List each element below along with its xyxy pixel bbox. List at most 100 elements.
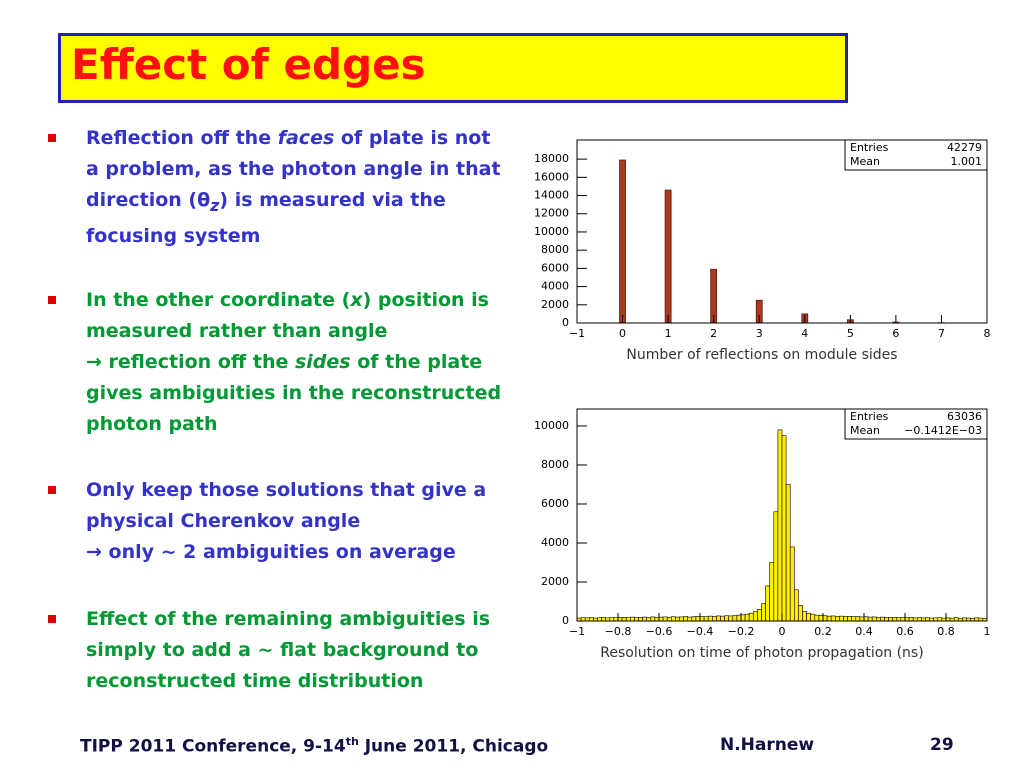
text: ) is measured via the focusing system [86,189,446,247]
text: of the plate gives ambiguities in the re… [86,351,502,435]
y-tick-label: 10000 [534,225,569,238]
x-axis-title: Resolution on time of photon propagation… [600,645,923,661]
y-tick-label: 10000 [534,419,569,432]
histogram-bin [732,615,738,622]
stats-box [844,139,988,171]
histogram-bin [601,616,606,622]
text: z [210,195,220,215]
histogram-bin [888,617,893,622]
y-tick-label: 2000 [541,575,569,588]
x-tick-label: 6 [892,327,899,340]
histogram-bin [691,616,697,622]
histogram-bin [634,617,639,622]
x-tick-label: 0.8 [937,625,955,638]
x-tick-label: 1 [984,625,991,638]
histogram-bin [785,484,791,622]
x-tick-label: −0.4 [687,625,714,638]
histogram-bin [687,616,693,622]
histogram-bin [670,616,676,622]
x-tick-label: 5 [847,327,854,340]
x-tick-label: 0.4 [855,625,873,638]
histogram-bin [744,613,750,622]
histogram-bin [748,612,754,622]
stats-value: 1.001 [951,155,983,168]
stats-label: Entries [850,141,889,154]
histogram-bin [724,615,729,622]
x-tick-label: 4 [801,327,808,340]
histogram-bin [757,608,762,622]
text: sides [294,351,351,373]
histogram-bin [880,616,885,622]
bar [664,189,672,324]
text: th [345,735,359,748]
histogram-bin [863,616,869,622]
histogram-bin [867,616,873,622]
bar [619,159,626,324]
stats-label: Entries [850,410,889,423]
stats-value: 42279 [947,141,982,154]
histogram-bin [814,614,820,622]
histogram-bin [789,546,795,622]
stats-value: −0.1412E−03 [904,424,982,437]
footer-author: N.Harnew [720,735,815,755]
stats-label: Mean [850,424,880,437]
text: → reflection off the [86,351,295,373]
y-tick-label: 18000 [534,152,569,165]
histogram-bin [761,603,766,622]
histogram-bin [716,615,721,622]
histogram-bin [703,616,709,622]
x-tick-label: 0.6 [896,625,914,638]
y-tick-label: 16000 [534,170,569,183]
y-tick-label: 4000 [541,536,569,549]
histogram-bin [695,616,701,622]
histogram-bin [646,617,652,622]
y-tick-label: 12000 [534,207,569,220]
x-axis-title: Number of reflections on module sides [626,347,897,363]
histogram-bin [662,616,668,622]
histogram-bin [818,615,824,622]
histogram-bin [617,617,623,622]
text: TIPP 2011 Conference, 9-14 [80,736,346,757]
histogram-bin [720,615,725,622]
histogram-bin [908,617,914,622]
histogram-bin [843,616,848,622]
x-tick-label: −0.8 [605,625,632,638]
histogram-bin [851,616,857,622]
y-tick-label: 8000 [541,458,569,471]
text: Only keep those solutions that give a ph… [86,479,487,532]
x-tick-label: 2 [710,327,717,340]
histogram-bin [769,562,775,622]
y-tick-label: 2000 [541,298,569,311]
histogram-bin [847,616,852,622]
histogram-bin [621,616,627,622]
histogram-bin [802,610,807,622]
footer-page: 29 [930,735,954,755]
text: faces [277,127,335,149]
text: θ [197,189,211,211]
histogram-bin [588,617,594,622]
histogram-bin [728,615,734,622]
x-tick-label: 8 [984,327,991,340]
histogram-bin [859,616,865,622]
histogram-bin [638,616,643,622]
histogram-bin [777,429,783,622]
histogram-bin [826,615,832,622]
x-tick-label: 3 [756,327,763,340]
y-tick-label: 6000 [541,497,569,510]
histogram-bin [675,616,680,622]
stats-value: 63036 [947,410,982,423]
histogram-bin [699,616,705,622]
text: → only ~ 2 ambiguities on average [86,541,456,563]
histogram-bin [834,616,840,622]
text: of plate is not a problem, as the photon… [86,127,501,211]
x-tick-label: 0.2 [814,625,832,638]
stats-label: Mean [850,155,880,168]
text: June 2011, Chicago [358,736,549,757]
histogram-bin [711,616,717,622]
histogram-bin [654,616,660,622]
y-tick-label: 0 [562,614,569,627]
y-tick-label: 0 [562,316,569,329]
histogram-bin [884,616,889,622]
histogram-bin [839,615,844,622]
